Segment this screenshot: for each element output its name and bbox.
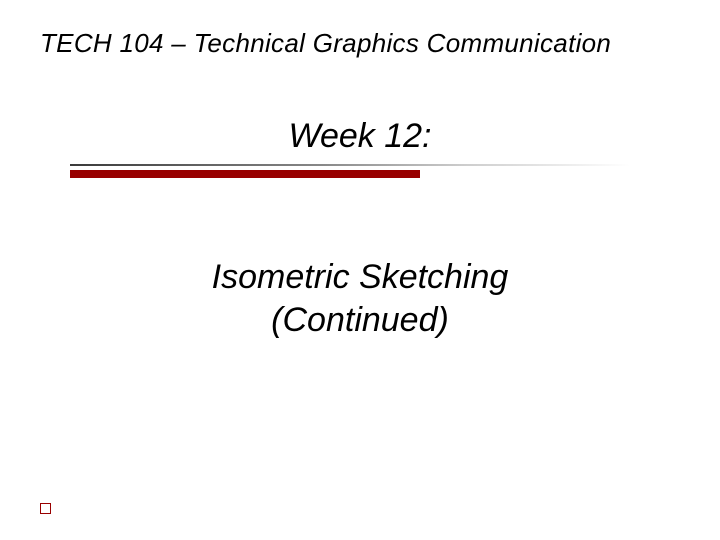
topic-line-1: Isometric Sketching xyxy=(212,258,509,296)
title-divider xyxy=(70,164,630,166)
topic-title: Isometric Sketching (Continued) xyxy=(40,256,680,341)
slide-container: TECH 104 – Technical Graphics Communicat… xyxy=(0,0,720,540)
topic-line-2: (Continued) xyxy=(271,301,449,339)
week-title: Week 12: xyxy=(40,117,680,156)
course-header: TECH 104 – Technical Graphics Communicat… xyxy=(40,28,680,59)
gradient-underline xyxy=(70,164,630,166)
accent-bar xyxy=(70,170,420,178)
footer-bullet-icon xyxy=(40,503,51,514)
